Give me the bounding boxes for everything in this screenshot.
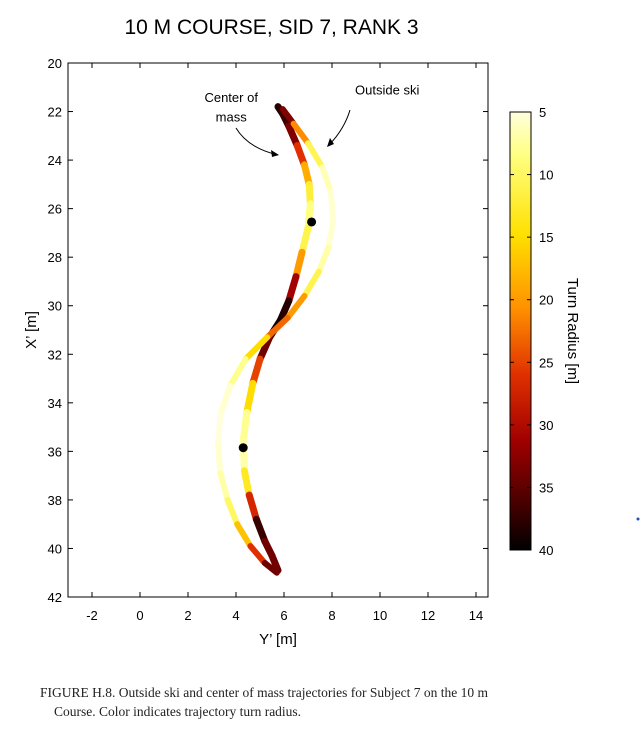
y-tick-label: 32 [48,347,62,362]
series-2-segment [315,244,332,275]
series-1-segment [276,297,293,324]
series-2-segment [242,334,271,363]
figure-caption: FIGURE H.8. Outside ski and center of ma… [40,683,600,721]
x-tick-label: 14 [469,608,483,623]
y-ticks: 20 22 24 26 28 30 32 34 36 38 40 42 [48,56,488,605]
annotations: Center of mass Outside ski [204,83,419,125]
series-1-segment [292,248,306,281]
y-tick-label: 28 [48,250,62,265]
x-tick-label: 2 [184,608,191,623]
series-2-segment [215,411,224,448]
x-tick-label: 4 [232,608,239,623]
series-1-segment [285,273,300,305]
x-tick-label: 0 [136,608,143,623]
arrow-outside-ski-head [327,138,334,147]
arrow-center-of-mass-head [271,150,279,157]
center-marker [307,217,317,227]
annotation-text: Outside ski [355,83,419,98]
y-tick-label: 20 [48,56,62,71]
series-1-segment [240,467,253,499]
series-2-segment [261,560,280,576]
x-tick-label: 12 [421,608,435,623]
series-2-segment [224,496,241,528]
colorbar-tick-label: 20 [539,293,553,308]
colorbar-ticks: 5 10 15 20 25 30 35 40 [510,105,553,558]
series-1-segment [256,333,274,363]
stray-dot [636,517,640,521]
x-tick-label: -2 [86,608,98,623]
series-2-segment [227,356,249,389]
y-tick-label: 24 [48,153,62,168]
series-1-segment [239,409,251,446]
center-markers [238,217,317,453]
x-tick-label: 6 [280,608,287,623]
x-ticks: -2 0 2 4 6 8 10 12 14 [86,63,483,623]
y-tick-label: 38 [48,493,62,508]
series-2-segment [247,543,268,567]
series-2-segment [284,293,308,321]
y-tick-label: 26 [48,202,62,217]
series-2-segment [301,268,322,300]
series-2-segment [217,382,233,418]
colorbar-tick-label: 10 [539,168,553,183]
series-1-segment [245,491,260,523]
series-2-segment [319,164,334,195]
colorbar-label: Turn Radius [m] [564,278,581,384]
series-2-segment [215,441,224,477]
y-axis-label: X’ [m] [23,311,40,349]
series-2-segment [290,120,311,147]
series-2-segment [325,217,337,251]
annotation-text: mass [216,109,248,124]
series-1-segment [268,552,282,574]
caption-line-2: Course. Color indicates trajectory turn … [54,704,302,719]
series-1-segment [285,122,301,150]
colorbar-tick-label: 25 [539,355,553,370]
series-2-segment [279,106,297,127]
x-tick-label: 8 [328,608,335,623]
series-2-segment [234,521,254,550]
colorbar-tick-label: 30 [539,418,553,433]
y-tick-label: 40 [48,541,62,556]
y-tick-label: 22 [48,105,62,120]
series-2-segment [327,188,337,224]
colorbar [509,111,532,551]
colorbar-tick-label: 40 [539,543,553,558]
series-1-segment [298,224,312,256]
trajectories [215,103,337,576]
x-axis-label: Y’ [m] [259,631,297,648]
y-tick-label: 36 [48,444,62,459]
x-tick-label: 10 [373,608,387,623]
series-1-segment [243,379,257,417]
center-marker [238,443,248,453]
series-2-segment [217,470,231,503]
y-tick-label: 42 [48,590,62,605]
series-1-segment [249,355,264,387]
annotation-text: Center of [204,90,258,105]
y-tick-label: 30 [48,299,62,314]
series-2-segment [305,140,326,171]
colorbar-tick-label: 15 [539,230,553,245]
colorbar-tick-label: 5 [539,105,546,120]
series-2-segment [264,314,291,341]
chart-title: 10 M COURSE, SID 7, RANK 3 [124,16,419,39]
colorbar-tick-label: 35 [539,480,553,495]
series-1-segment [252,515,269,545]
y-tick-label: 34 [48,396,62,411]
caption-line-1: FIGURE H.8. Outside ski and center of ma… [40,685,489,700]
